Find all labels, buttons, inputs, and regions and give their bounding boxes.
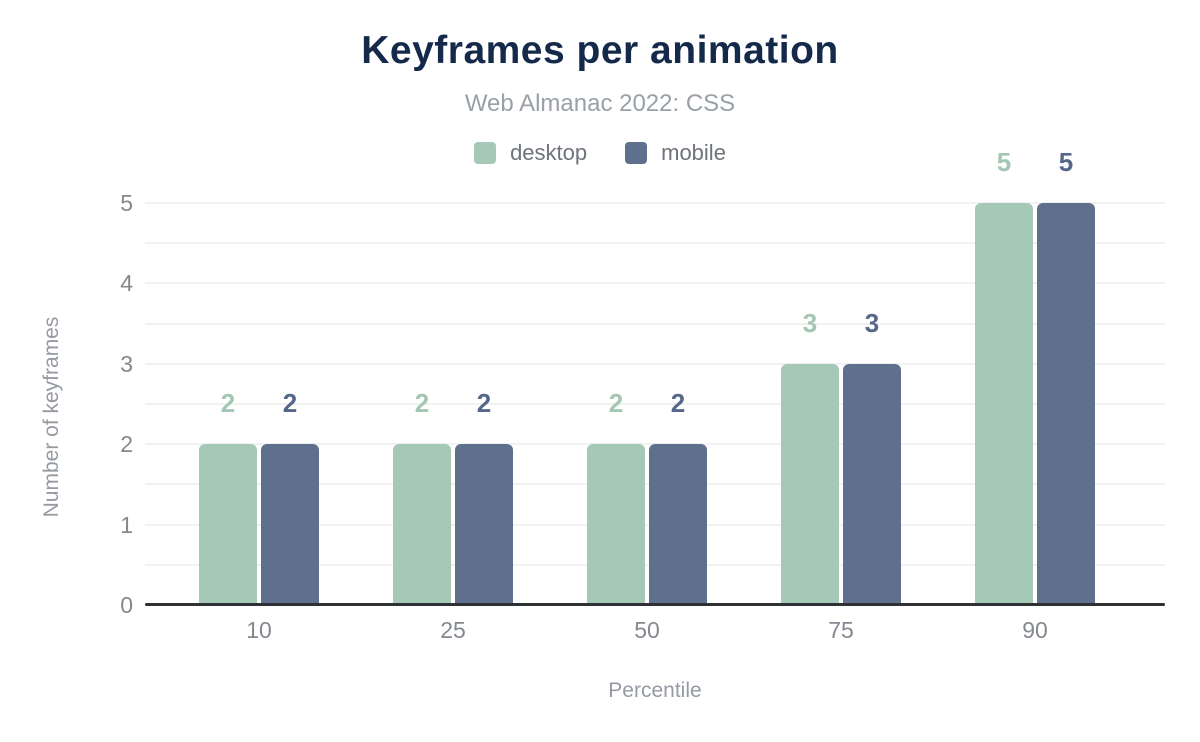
legend-item-mobile[interactable]: mobile	[625, 140, 726, 166]
x-tick-label-50: 50	[634, 617, 660, 643]
bar-desktop-10[interactable]	[199, 444, 257, 605]
chart-subtitle: Web Almanac 2022: CSS	[464, 90, 736, 117]
y-tick-label: 5	[120, 190, 133, 216]
y-tick-label: 1	[120, 511, 133, 538]
bar-value-mobile-90: 5	[1058, 147, 1074, 177]
legend-label-mobile: mobile	[661, 140, 726, 165]
plot-area: 2 2 2 2 2 2 3 3 5 5	[145, 149, 1165, 606]
y-tick-label: 4	[120, 270, 133, 297]
gridline	[145, 322, 1165, 325]
bar-desktop-25[interactable]	[393, 444, 451, 605]
bar-value-desktop-75: 3	[802, 307, 818, 338]
gridline	[145, 242, 1165, 245]
gridline	[145, 202, 1165, 204]
bar-value-mobile-50: 2	[670, 388, 686, 419]
bar-value-mobile-10: 2	[282, 388, 298, 419]
gridline	[145, 282, 1165, 285]
mobile-swatch-icon	[625, 142, 648, 164]
bar-value-desktop-10: 2	[220, 388, 236, 419]
y-tick-label: 3	[120, 350, 133, 377]
bar-value-desktop-50: 2	[608, 388, 624, 419]
x-tick-label-90: 90	[1022, 617, 1048, 643]
legend: desktop mobile	[0, 140, 1200, 166]
bar-mobile-50[interactable]	[649, 444, 707, 605]
gridline	[145, 403, 1165, 405]
x-axis-line	[145, 603, 1165, 606]
bar-value-desktop-25: 2	[414, 388, 430, 419]
bar-desktop-90[interactable]	[975, 203, 1033, 605]
bar-value-mobile-75: 3	[864, 307, 880, 338]
bar-mobile-90[interactable]	[1037, 203, 1095, 605]
bar-value-desktop-90: 5	[996, 147, 1012, 177]
bar-value-mobile-25: 2	[476, 388, 492, 419]
y-tick-label: 2	[120, 431, 133, 458]
x-tick-label-75: 75	[828, 617, 854, 643]
legend-item-desktop[interactable]: desktop	[474, 140, 587, 166]
y-tick-label: 0	[120, 592, 133, 618]
x-tick-label-10: 10	[246, 617, 272, 643]
x-tick-label-25: 25	[440, 617, 466, 643]
legend-label-desktop: desktop	[510, 140, 588, 165]
bar-mobile-10[interactable]	[261, 444, 319, 605]
bar-desktop-75[interactable]	[781, 363, 839, 605]
bar-mobile-75[interactable]	[843, 363, 901, 605]
x-axis-title: Percentile	[608, 679, 702, 702]
bar-mobile-25[interactable]	[455, 444, 513, 605]
desktop-swatch-icon	[474, 142, 497, 164]
y-axis-title: Number of keyframes	[40, 316, 63, 518]
chart-title: Keyframes per animation	[361, 29, 839, 72]
bar-desktop-50[interactable]	[587, 444, 645, 605]
gridline	[145, 362, 1165, 365]
